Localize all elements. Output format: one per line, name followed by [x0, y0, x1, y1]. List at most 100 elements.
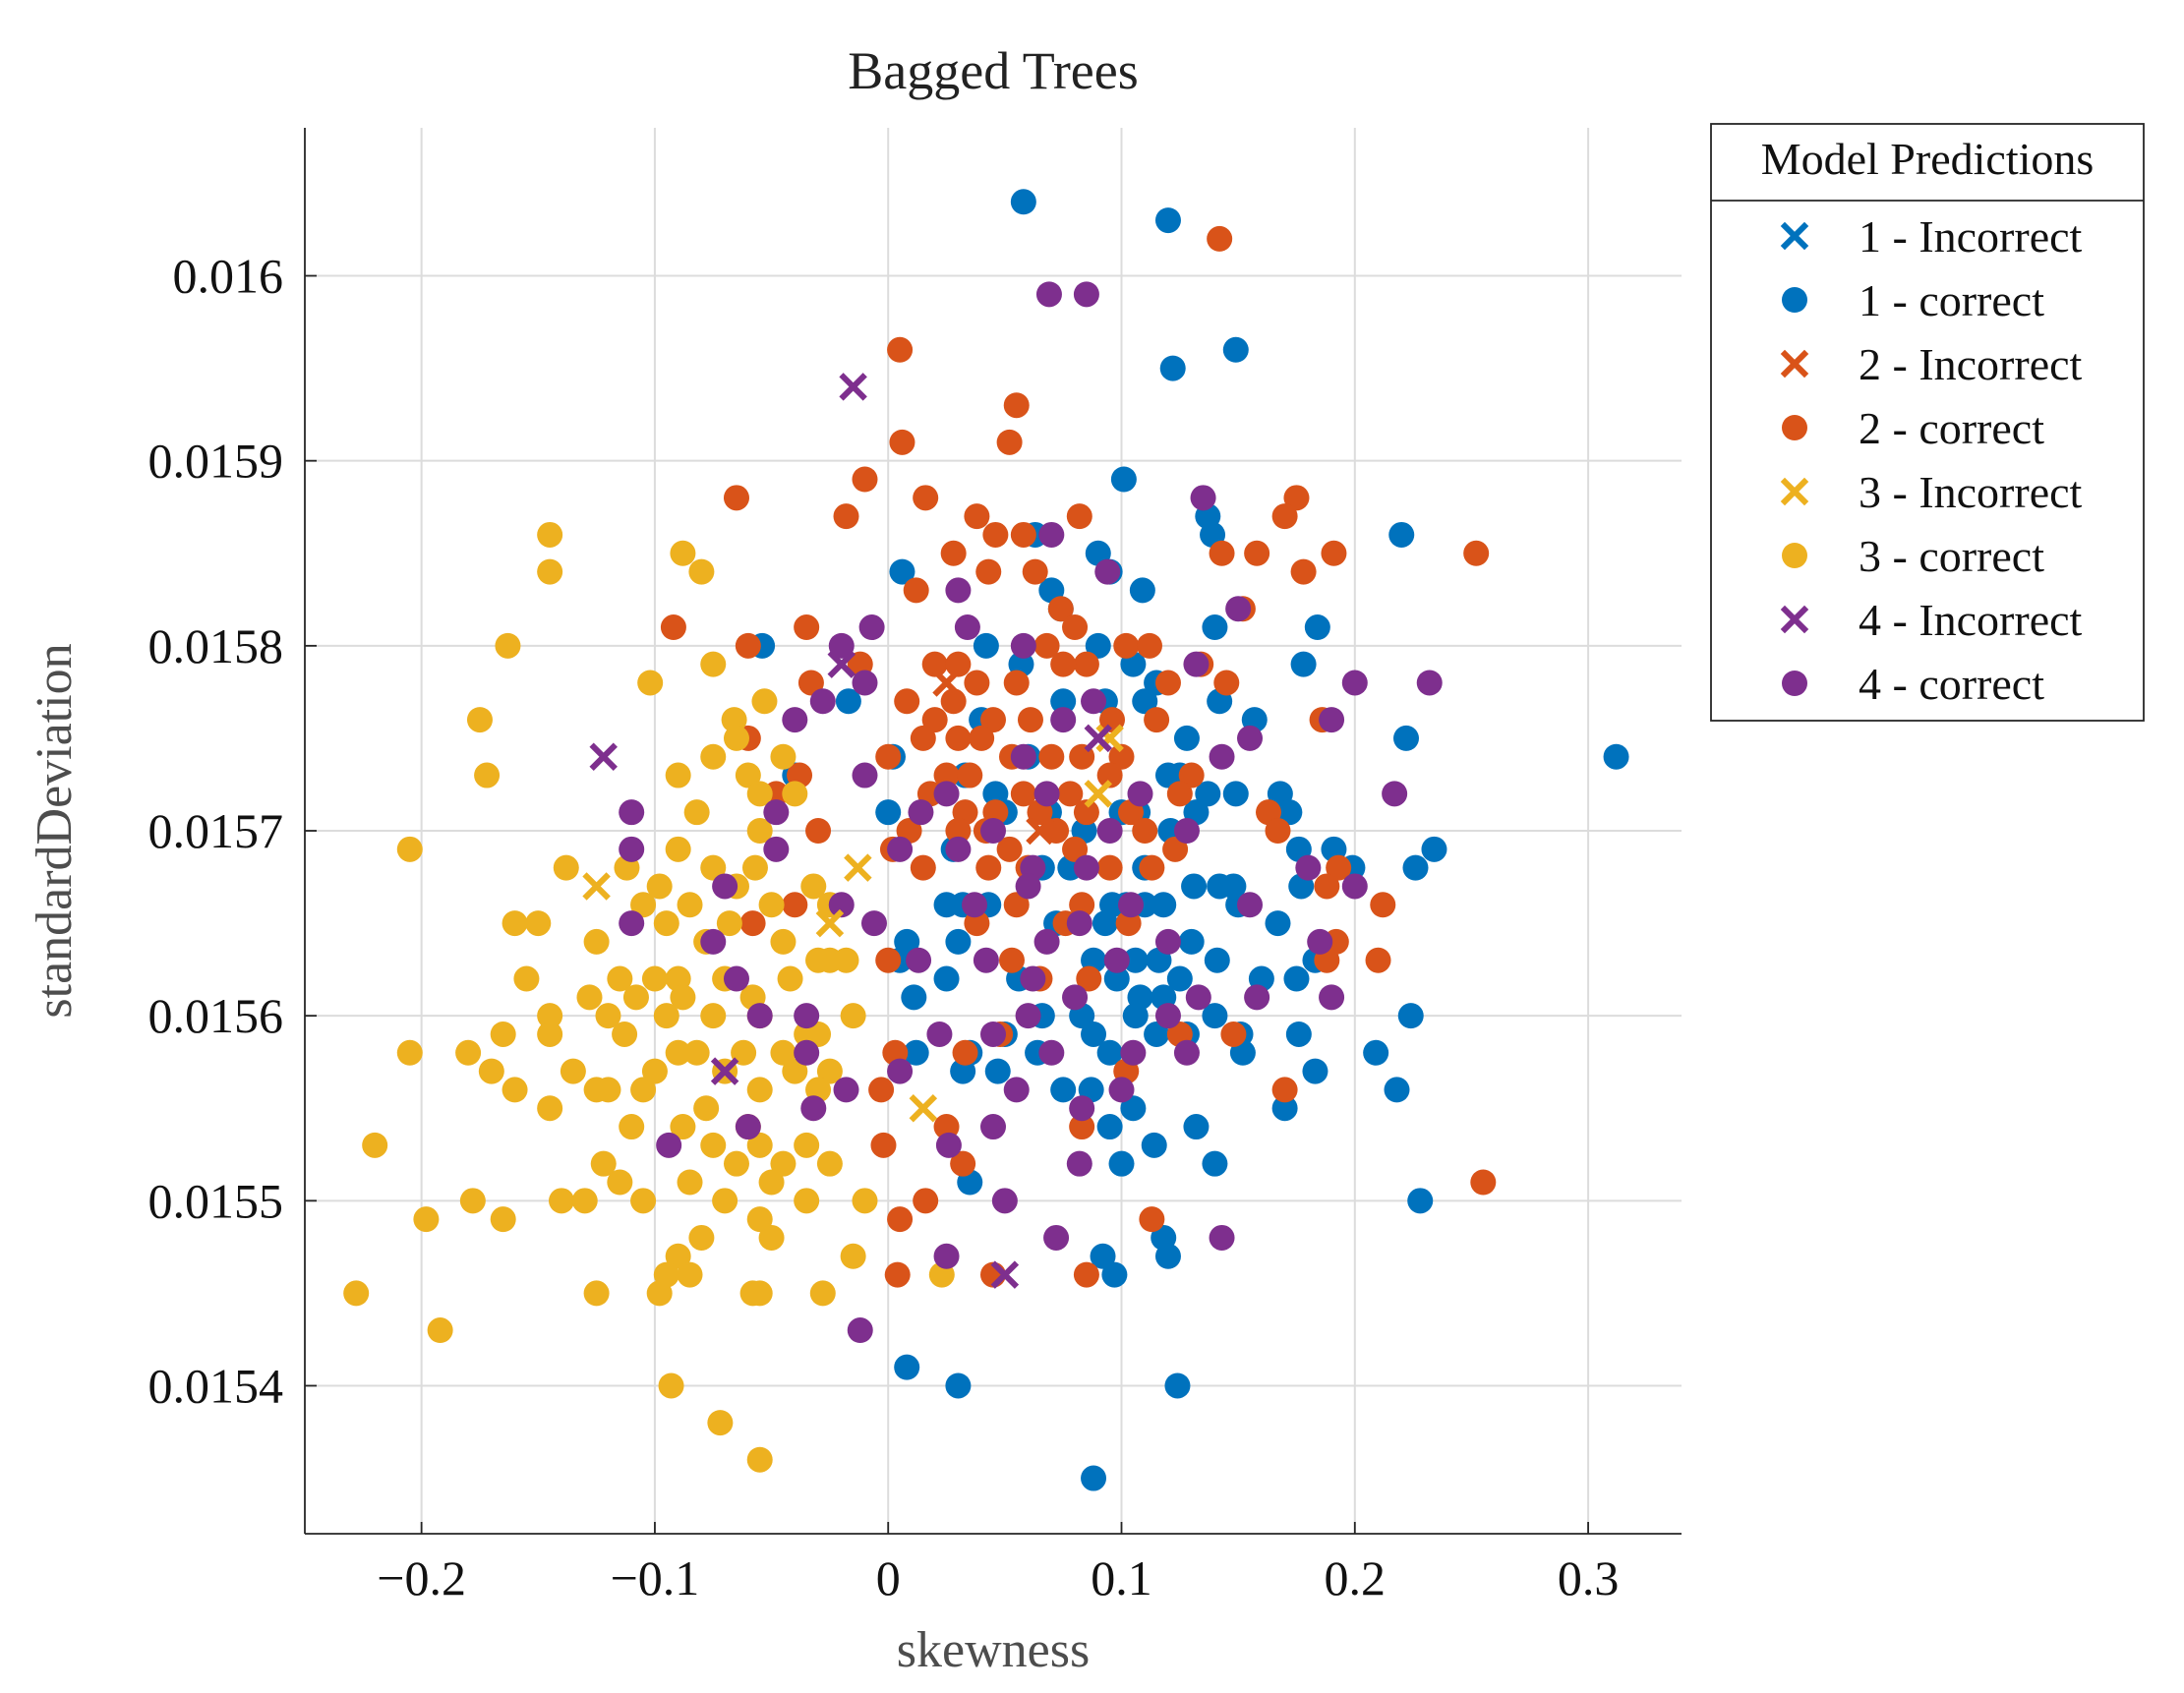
correct-prediction-point	[1096, 762, 1123, 788]
correct-prediction-point	[1038, 743, 1065, 770]
correct-prediction-point	[1081, 1021, 1107, 1047]
correct-prediction-point	[630, 1077, 657, 1103]
y-tick-label: 0.0158	[148, 618, 284, 673]
correct-prediction-point	[1081, 688, 1107, 715]
correct-prediction-point	[1108, 1150, 1135, 1177]
correct-prediction-point	[805, 1021, 832, 1047]
correct-prediction-point	[739, 910, 766, 937]
correct-prediction-point	[1035, 281, 1062, 308]
correct-prediction-point	[858, 614, 885, 641]
correct-prediction-point	[1363, 1039, 1389, 1066]
correct-prediction-point	[875, 799, 902, 826]
correct-prediction-point	[607, 1169, 633, 1196]
correct-prediction-point	[1073, 854, 1099, 881]
correct-prediction-point	[1304, 614, 1330, 641]
correct-prediction-point	[660, 614, 686, 641]
incorrect-prediction-point	[839, 373, 867, 401]
correct-prediction-point	[805, 818, 832, 844]
correct-prediction-point	[763, 836, 790, 862]
correct-prediction-point	[1220, 1021, 1247, 1047]
correct-prediction-point	[619, 799, 645, 826]
correct-prediction-point	[1154, 1243, 1181, 1269]
correct-prediction-point	[1154, 207, 1181, 234]
correct-prediction-point	[794, 614, 820, 641]
incorrect-prediction-point	[932, 669, 961, 697]
correct-prediction-point	[980, 1114, 1006, 1140]
correct-prediction-point	[723, 485, 749, 511]
correct-prediction-point	[735, 632, 761, 659]
correct-prediction-point	[1118, 892, 1144, 918]
data-points	[343, 189, 1629, 1491]
correct-prediction-point	[1314, 873, 1340, 900]
legend-marker-x	[1780, 349, 1809, 379]
correct-prediction-point	[1402, 854, 1429, 881]
incorrect-prediction-point	[1026, 816, 1054, 846]
correct-prediction-point	[723, 1150, 749, 1177]
correct-prediction-point	[1144, 1021, 1170, 1047]
correct-prediction-point	[1003, 670, 1030, 696]
correct-prediction-point	[833, 947, 859, 973]
correct-prediction-point	[1271, 1077, 1298, 1103]
correct-prediction-point	[809, 1280, 836, 1307]
correct-prediction-point	[1290, 558, 1317, 585]
correct-prediction-point	[975, 854, 1002, 881]
correct-prediction-point	[677, 1169, 703, 1196]
correct-prediction-point	[828, 892, 855, 918]
y-tick-label: 0.0159	[148, 434, 284, 489]
correct-prediction-point	[887, 336, 914, 363]
correct-prediction-point	[940, 540, 967, 566]
correct-prediction-point	[1470, 1169, 1497, 1196]
correct-prediction-point	[630, 1188, 657, 1214]
correct-prediction-point	[537, 1021, 563, 1047]
correct-prediction-point	[1283, 485, 1310, 511]
correct-prediction-point	[466, 707, 493, 733]
correct-prediction-point	[1237, 725, 1264, 751]
y-tick-label: 0.0154	[148, 1358, 284, 1413]
correct-prediction-point	[700, 1003, 727, 1029]
correct-prediction-point	[1015, 873, 1041, 900]
correct-prediction-point	[1122, 947, 1149, 973]
correct-prediction-point	[1319, 984, 1345, 1011]
correct-prediction-point	[502, 910, 528, 937]
correct-prediction-point	[1015, 1003, 1041, 1029]
incorrect-prediction-point	[1084, 724, 1113, 753]
correct-prediction-point	[945, 725, 972, 751]
correct-prediction-point	[952, 1039, 978, 1066]
correct-prediction-point	[1073, 281, 1099, 308]
correct-prediction-point	[677, 1261, 703, 1288]
correct-prediction-point	[1066, 1150, 1092, 1177]
legend-entry-label: 1 - Incorrect	[1859, 211, 2083, 262]
correct-prediction-point	[537, 521, 563, 548]
correct-prediction-point	[641, 965, 668, 992]
correct-prediction-point	[1183, 1114, 1210, 1140]
correct-prediction-point	[700, 854, 727, 881]
correct-prediction-point	[1173, 725, 1200, 751]
correct-prediction-point	[1010, 781, 1036, 807]
incorrect-prediction-point	[1084, 780, 1113, 808]
correct-prediction-point	[1066, 503, 1092, 530]
correct-prediction-point	[1050, 651, 1077, 677]
correct-prediction-point	[1132, 818, 1158, 844]
correct-prediction-point	[712, 873, 738, 900]
correct-prediction-point	[794, 1003, 820, 1029]
correct-prediction-point	[1120, 1039, 1147, 1066]
correct-prediction-point	[954, 614, 980, 641]
correct-prediction-point	[1162, 836, 1189, 862]
legend-marker-dot	[1782, 415, 1807, 440]
y-tick-label: 0.0157	[148, 803, 284, 858]
correct-prediction-point	[1122, 1003, 1149, 1029]
correct-prediction-point	[553, 854, 579, 881]
correct-prediction-point	[1003, 1077, 1030, 1103]
correct-prediction-point	[933, 762, 960, 788]
correct-prediction-point	[894, 688, 920, 715]
correct-prediction-point	[700, 928, 727, 955]
correct-prediction-point	[1154, 928, 1181, 955]
correct-prediction-point	[1393, 725, 1419, 751]
x-axis-label: skewness	[897, 1622, 1090, 1678]
legend-entries: 1 - Incorrect 1 - correct 2 - Incorrect 2 -…	[1780, 211, 2083, 709]
correct-prediction-point	[1050, 707, 1077, 733]
correct-prediction-point	[746, 1132, 773, 1158]
correct-prediction-point	[670, 540, 696, 566]
correct-prediction-point	[868, 1077, 895, 1103]
legend: Model Predictions 1 - Incorrect 1 - corre…	[1710, 123, 2145, 722]
